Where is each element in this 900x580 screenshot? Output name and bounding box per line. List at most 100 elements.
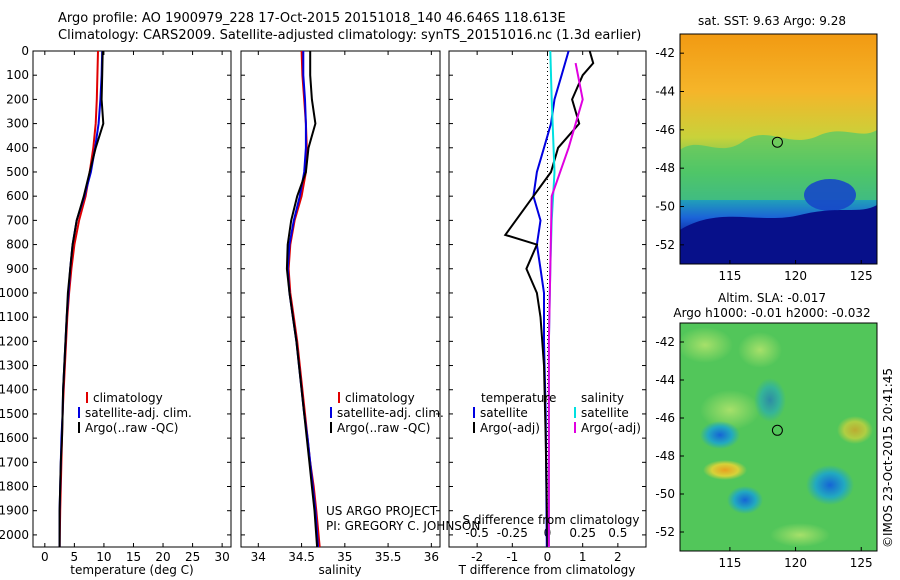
depth-tick-label: 800	[6, 238, 29, 252]
profile-plots: 0100200300400500600700800900100011001200…	[0, 44, 646, 564]
map-lat-tick-label: -46	[655, 411, 675, 425]
depth-tick-label: 1800	[0, 480, 29, 494]
sla-feature	[754, 378, 786, 422]
sst-eddy	[804, 179, 856, 211]
temperature-series-argo-raw-qc-	[58, 50, 105, 547]
depth-tick-label: 2000	[0, 528, 29, 542]
salinity-axis-label: salinity	[318, 563, 361, 577]
sla-feature	[680, 327, 733, 363]
depth-tick-label: 200	[6, 92, 29, 106]
salinity-legend: climatology satellite-adj. clim. Argo(..…	[330, 391, 444, 435]
map-lat-tick-label: -50	[655, 487, 675, 501]
salinity-x-tick-label: 35	[337, 550, 352, 564]
map-lat-tick-label: -52	[655, 525, 675, 539]
legend-s-satellite: satellite	[581, 406, 629, 420]
depth-tick-label: 900	[6, 262, 29, 276]
legend-satellite: satellite-adj. clim.	[337, 406, 444, 420]
salinity-x-tick-label: 34	[251, 550, 266, 564]
depth-tick-label: 500	[6, 165, 29, 179]
s-difference-axis-label: S difference from climatology	[463, 513, 640, 527]
depth-tick-label: 100	[6, 68, 29, 82]
temperature-x-tick-label: 30	[214, 550, 229, 564]
salinity-x-tick-label: 35.5	[375, 550, 402, 564]
depth-tick-label: 700	[6, 213, 29, 227]
depth-tick-label: 1900	[0, 504, 29, 518]
copyright-footer: ©IMOS 23-Oct-2015 20:41:45	[881, 368, 895, 548]
sla-feature	[700, 421, 740, 449]
map-lat-tick-label: -52	[655, 238, 675, 252]
depth-tick-label: 1200	[0, 334, 29, 348]
sla-map	[680, 323, 877, 551]
sst-map-frame	[679, 33, 878, 265]
legend-salinity-title: salinity	[581, 391, 624, 405]
sla-feature	[727, 486, 763, 514]
depth-tick-label: 600	[6, 189, 29, 203]
temperature-axis-label: temperature (deg C)	[70, 563, 193, 577]
temperature-x-tick-label: 15	[126, 550, 141, 564]
sla-map-subtitle: Argo h1000: -0.01 h2000: -0.032	[673, 306, 870, 320]
temperature-x-tick-label: 20	[155, 550, 170, 564]
salinity-series-satellite-adj-clim-	[286, 51, 319, 548]
salinity-x-tick-label: 34.5	[288, 550, 315, 564]
map-lat-tick-label: -44	[655, 373, 675, 387]
legend-satellite: satellite-adj. clim.	[85, 406, 192, 420]
map-lon-tick-label: 125	[850, 269, 873, 283]
map-lon-tick-label: 120	[784, 556, 807, 570]
depth-tick-label: 1500	[0, 407, 29, 421]
map-lon-tick-label: 125	[850, 556, 873, 570]
s-difference-tick-label: -0.25	[497, 526, 528, 540]
map-lat-tick-label: -44	[655, 85, 675, 99]
salinity-plot-frame	[240, 50, 441, 548]
map-lat-tick-label: -42	[655, 335, 675, 349]
sst-cold-water	[680, 205, 877, 264]
depth-tick-label: 1700	[0, 455, 29, 469]
difference-series-argo-adj--temperature	[503, 50, 595, 548]
temperature-x-tick-label: 25	[185, 550, 200, 564]
depth-tick-label: 0	[21, 44, 29, 58]
salinity-x-tick-label: 36	[424, 550, 439, 564]
map-lon-tick-label: 115	[718, 556, 741, 570]
temperature-x-tick-label: 0	[41, 550, 49, 564]
profile-title: Argo profile: AO 1900979_228 17-Oct-2015…	[58, 11, 566, 26]
sla-feature	[770, 523, 830, 547]
difference-x-tick-label: 0	[544, 550, 552, 564]
map-lon-tick-label: 120	[784, 269, 807, 283]
depth-tick-label: 300	[6, 117, 29, 131]
legend-argo: Argo(..raw -QC)	[85, 421, 178, 435]
depth-tick-label: 1600	[0, 431, 29, 445]
map-lat-tick-label: -48	[655, 449, 675, 463]
legend-s-argo: Argo(-adj)	[581, 421, 641, 435]
sla-map-frame	[679, 322, 878, 552]
sla-feature	[738, 332, 782, 368]
difference-x-tick-label: 1	[579, 550, 587, 564]
temperature-x-tick-label: 10	[96, 550, 111, 564]
map-lat-tick-label: -46	[655, 123, 675, 137]
salinity-series-argo-raw-qc-	[285, 51, 319, 548]
temperature-legend: climatology satellite-adj. clim. Argo(..…	[78, 391, 192, 435]
depth-tick-label: 1300	[0, 359, 29, 373]
sla-map-title: Altim. SLA: -0.017	[718, 291, 826, 305]
sst-float-position-marker	[771, 136, 783, 148]
figure-header: Argo profile: AO 1900979_228 17-Oct-2015…	[0, 0, 660, 48]
sst-map	[680, 34, 877, 264]
map-lat-tick-label: -42	[655, 46, 675, 60]
difference-series-satellite-temperature	[532, 50, 570, 548]
map-lat-tick-label: -48	[655, 161, 675, 175]
legend-climatology: climatology	[345, 391, 415, 405]
sla-feature	[700, 390, 760, 430]
depth-tick-label: 400	[6, 141, 29, 155]
map-ticks: -42 -44 -46 -48 -50 -52 115 120 125 -42 -44 -46 -48 -…	[655, 46, 872, 570]
sla-float-position-marker	[771, 424, 783, 436]
depth-tick-label: 1100	[0, 310, 29, 324]
s-difference-tick-label: 0.5	[608, 526, 627, 540]
difference-series-argo-adj--salinity	[547, 62, 584, 547]
temperature-x-tick-label: 5	[71, 550, 79, 564]
map-lon-tick-label: 115	[718, 269, 741, 283]
depth-tick-label: 1400	[0, 383, 29, 397]
climatology-title: Climatology: CARS2009. Satellite-adjuste…	[58, 28, 642, 43]
legend-t-argo: Argo(-adj)	[480, 421, 540, 435]
legend-argo: Argo(..raw -QC)	[337, 421, 430, 435]
depth-tick-label: 1000	[0, 286, 29, 300]
sla-feature	[837, 416, 873, 444]
